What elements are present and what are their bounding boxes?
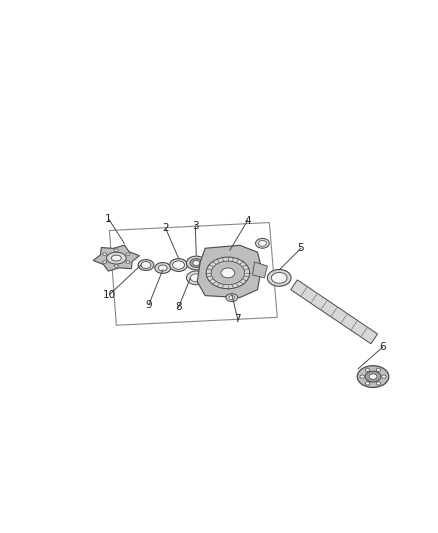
Ellipse shape bbox=[365, 368, 370, 372]
Ellipse shape bbox=[365, 371, 381, 382]
Text: 9: 9 bbox=[145, 300, 152, 310]
Ellipse shape bbox=[155, 263, 171, 273]
Ellipse shape bbox=[158, 265, 167, 271]
Ellipse shape bbox=[229, 296, 235, 300]
Ellipse shape bbox=[187, 256, 206, 270]
Ellipse shape bbox=[360, 375, 364, 378]
Text: 3: 3 bbox=[192, 221, 198, 231]
Ellipse shape bbox=[206, 257, 250, 289]
Ellipse shape bbox=[106, 252, 126, 264]
Text: 1: 1 bbox=[105, 214, 112, 224]
Ellipse shape bbox=[376, 368, 381, 372]
Polygon shape bbox=[291, 280, 378, 344]
Text: 7: 7 bbox=[234, 314, 241, 324]
Ellipse shape bbox=[357, 366, 389, 387]
Polygon shape bbox=[253, 262, 267, 278]
Ellipse shape bbox=[376, 382, 381, 385]
Polygon shape bbox=[93, 245, 139, 271]
Ellipse shape bbox=[138, 260, 154, 270]
Text: 2: 2 bbox=[162, 223, 169, 233]
Ellipse shape bbox=[126, 261, 130, 263]
Ellipse shape bbox=[170, 259, 187, 271]
Ellipse shape bbox=[103, 253, 107, 255]
Ellipse shape bbox=[187, 271, 206, 285]
Ellipse shape bbox=[103, 261, 107, 263]
Text: 5: 5 bbox=[298, 243, 304, 253]
Text: 6: 6 bbox=[380, 342, 386, 352]
Ellipse shape bbox=[365, 382, 370, 385]
Polygon shape bbox=[197, 245, 261, 297]
Ellipse shape bbox=[126, 253, 130, 255]
Ellipse shape bbox=[211, 261, 245, 285]
Ellipse shape bbox=[111, 255, 121, 261]
Text: 8: 8 bbox=[175, 302, 182, 312]
Ellipse shape bbox=[369, 374, 377, 379]
Ellipse shape bbox=[190, 259, 203, 268]
Ellipse shape bbox=[381, 375, 386, 378]
Ellipse shape bbox=[226, 294, 238, 302]
Ellipse shape bbox=[141, 262, 151, 269]
Text: 10: 10 bbox=[103, 289, 116, 300]
Ellipse shape bbox=[221, 268, 235, 278]
Text: 4: 4 bbox=[244, 215, 251, 225]
Ellipse shape bbox=[193, 261, 200, 265]
Ellipse shape bbox=[114, 249, 118, 252]
Ellipse shape bbox=[258, 240, 266, 246]
Ellipse shape bbox=[191, 274, 202, 282]
Ellipse shape bbox=[255, 238, 269, 248]
Ellipse shape bbox=[267, 270, 291, 286]
Ellipse shape bbox=[173, 261, 184, 269]
Ellipse shape bbox=[114, 265, 118, 267]
Ellipse shape bbox=[271, 272, 287, 283]
